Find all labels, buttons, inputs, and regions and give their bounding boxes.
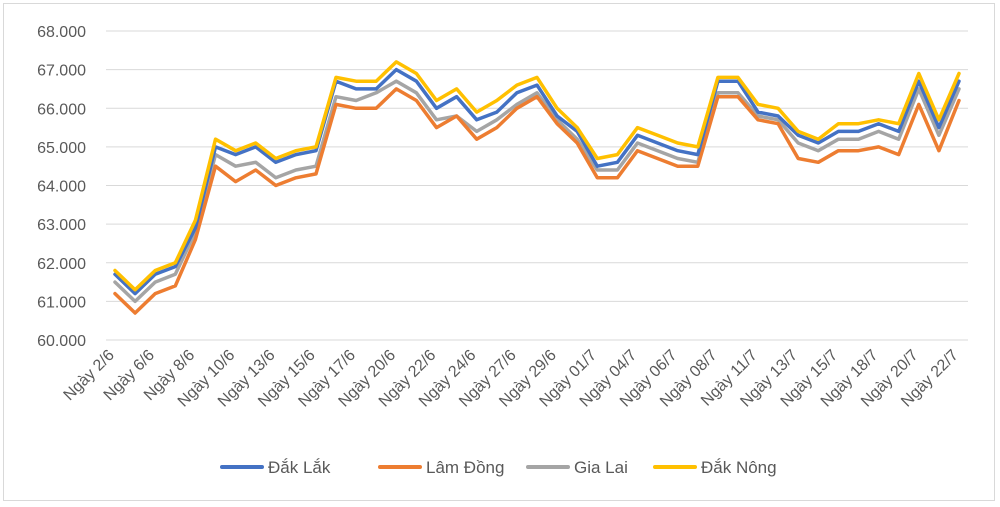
y-tick-label: 67.000 (37, 63, 86, 80)
y-tick-label: 61.000 (37, 294, 86, 311)
series-line-2 (113, 79, 961, 304)
y-tick-label: 68.000 (37, 24, 86, 41)
legend-label: Gia Lai (574, 458, 628, 477)
legend-label: Đắk Lắk (268, 458, 331, 477)
y-tick-label: 60.000 (37, 333, 86, 350)
y-axis-tick-labels: 60.000 61.000 62.000 63.000 64.000 65.000 66.0… (37, 24, 86, 350)
legend: Đắk Lắk Lâm Đồng Gia Lai Đắk Nông (220, 458, 777, 477)
y-tick-label: 65.000 (37, 140, 86, 157)
series-line-0 (113, 67, 961, 296)
y-tick-label: 66.000 (37, 101, 86, 118)
y-tick-label: 62.000 (37, 256, 86, 273)
y-tick-label: 63.000 (37, 217, 86, 234)
legend-label: Đắk Nông (701, 458, 777, 477)
y-tick-label: 64.000 (37, 179, 86, 196)
chart-frame (3, 3, 995, 501)
series-line-3 (113, 60, 961, 292)
series-line-1 (113, 87, 961, 315)
series-lines (113, 60, 961, 315)
legend-label: Lâm Đồng (426, 458, 504, 477)
